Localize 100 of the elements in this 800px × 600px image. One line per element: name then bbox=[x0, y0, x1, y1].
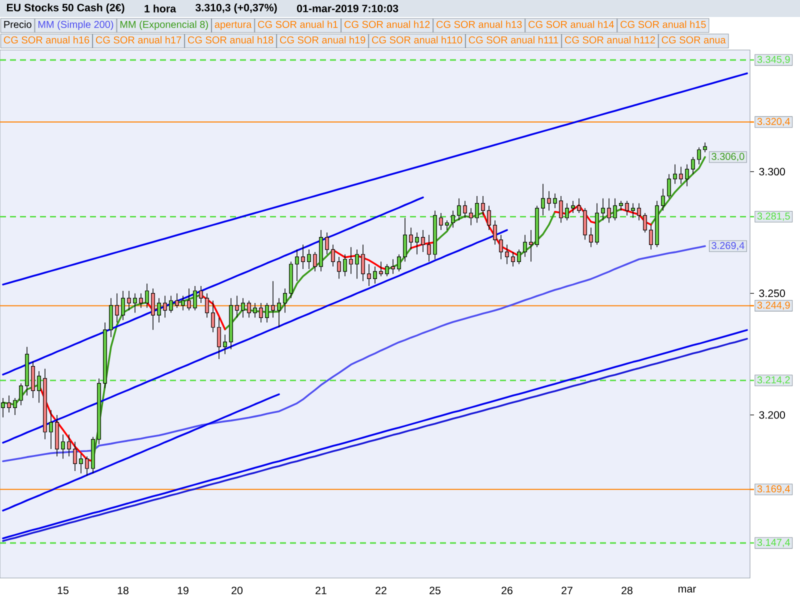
candlestick bbox=[403, 218, 407, 262]
candlestick bbox=[667, 174, 671, 199]
ref-line-label: 3.214,2 bbox=[757, 376, 790, 385]
candlestick bbox=[685, 164, 689, 187]
candlestick bbox=[601, 198, 605, 221]
candlestick bbox=[115, 292, 119, 323]
candlestick bbox=[397, 254, 401, 272]
text: Precio bbox=[4, 20, 32, 28]
ref-line-label: 3.147,4 bbox=[757, 538, 790, 548]
x-tick-label: 21 bbox=[316, 586, 326, 594]
text: MM (Exponencial 8) bbox=[120, 20, 208, 30]
candlestick bbox=[649, 224, 653, 250]
candlestick bbox=[577, 198, 581, 214]
candlestick bbox=[79, 454, 83, 474]
candlestick bbox=[493, 220, 497, 246]
candlestick bbox=[361, 244, 365, 282]
ref-line-label: 3.320,4 bbox=[757, 118, 790, 126]
candlestick bbox=[1, 398, 5, 418]
candlestick bbox=[205, 292, 209, 318]
candlestick bbox=[445, 220, 449, 230]
candlestick bbox=[691, 156, 695, 174]
candlestick bbox=[463, 200, 467, 218]
candlestick bbox=[625, 200, 629, 216]
ref-line-label: 3.244,9 bbox=[757, 302, 790, 310]
x-tick-label: 25 bbox=[430, 586, 440, 594]
candlestick bbox=[643, 212, 647, 233]
candlestick bbox=[85, 456, 89, 476]
candlestick bbox=[439, 212, 443, 230]
candlestick bbox=[619, 200, 623, 211]
candlestick bbox=[409, 227, 413, 250]
text: MM (Simple 200) bbox=[38, 20, 114, 30]
candlestick bbox=[571, 200, 575, 214]
x-tick-label: 22 bbox=[376, 586, 386, 594]
candlestick bbox=[391, 258, 395, 274]
candlestick bbox=[703, 142, 707, 153]
text: 01-mar-2019 7:10:03 bbox=[296, 4, 398, 12]
candlestick bbox=[199, 286, 203, 304]
candlestick bbox=[505, 244, 509, 264]
candlestick bbox=[613, 198, 617, 221]
candlestick bbox=[337, 256, 341, 280]
candlestick bbox=[7, 395, 11, 413]
candlestick bbox=[283, 288, 287, 314]
candlestick bbox=[679, 166, 683, 184]
text: CG SOR anual h110 bbox=[372, 36, 462, 44]
x-tick-label: 15 bbox=[58, 586, 68, 594]
ref-line-label: 3.281,5 bbox=[757, 212, 790, 221]
candlestick bbox=[547, 190, 551, 211]
candlestick bbox=[49, 410, 53, 450]
y-tick-label: 3.300 bbox=[759, 168, 785, 176]
candlestick bbox=[145, 283, 149, 308]
x-tick-label: 27 bbox=[562, 586, 572, 594]
candlestick bbox=[697, 146, 701, 165]
candlestick bbox=[277, 298, 281, 328]
candlestick bbox=[373, 266, 377, 284]
ref-line-label: 3.345,9 bbox=[757, 56, 790, 64]
candlestick bbox=[523, 234, 527, 258]
text: CG SOR anual h1 bbox=[258, 20, 338, 28]
text: CG SOR anual h14 bbox=[528, 20, 614, 28]
candlestick bbox=[193, 286, 197, 311]
text: 3.310,3 (+0,37%) bbox=[195, 4, 277, 14]
x-tick-label: 19 bbox=[178, 586, 188, 594]
candlestick bbox=[475, 196, 479, 224]
y-tick-label: 3.250 bbox=[759, 290, 785, 298]
x-tick-label: 28 bbox=[622, 586, 632, 594]
candlestick bbox=[19, 382, 23, 406]
candlestick bbox=[355, 249, 359, 280]
text: CG SOR anual h19 bbox=[280, 36, 366, 44]
candlestick bbox=[313, 252, 317, 272]
text: CG SOR anual h111 bbox=[468, 36, 558, 44]
candlestick bbox=[553, 193, 557, 209]
candlestick bbox=[175, 292, 179, 308]
candlestick bbox=[343, 254, 347, 277]
candlestick bbox=[367, 264, 371, 286]
text: CG SOR anual h13 bbox=[436, 20, 522, 28]
candlestick bbox=[253, 302, 257, 318]
candlestick bbox=[13, 398, 17, 416]
candlestick bbox=[169, 295, 173, 314]
candlestick bbox=[127, 290, 131, 311]
candlestick bbox=[421, 230, 425, 252]
candlestick bbox=[301, 244, 305, 270]
candlestick bbox=[73, 441, 77, 472]
x-tick-label: 18 bbox=[118, 586, 128, 594]
candlestick bbox=[181, 295, 185, 311]
candlestick bbox=[589, 227, 593, 248]
candlestick bbox=[67, 434, 71, 457]
candlestick bbox=[247, 300, 251, 318]
candlestick bbox=[121, 290, 125, 320]
candlestick bbox=[487, 205, 491, 230]
candlestick bbox=[385, 264, 389, 277]
candlestick bbox=[223, 334, 227, 355]
candlestick bbox=[307, 249, 311, 270]
text: CG SOR anual h112 bbox=[564, 36, 655, 44]
candlestick bbox=[607, 198, 611, 224]
candlestick bbox=[541, 183, 545, 216]
candlestick bbox=[661, 188, 665, 211]
candlestick bbox=[295, 249, 299, 282]
candlestick bbox=[499, 234, 503, 260]
candlestick bbox=[451, 210, 455, 228]
text: CG SOR anual h18 bbox=[188, 36, 274, 44]
candlestick bbox=[517, 249, 521, 264]
